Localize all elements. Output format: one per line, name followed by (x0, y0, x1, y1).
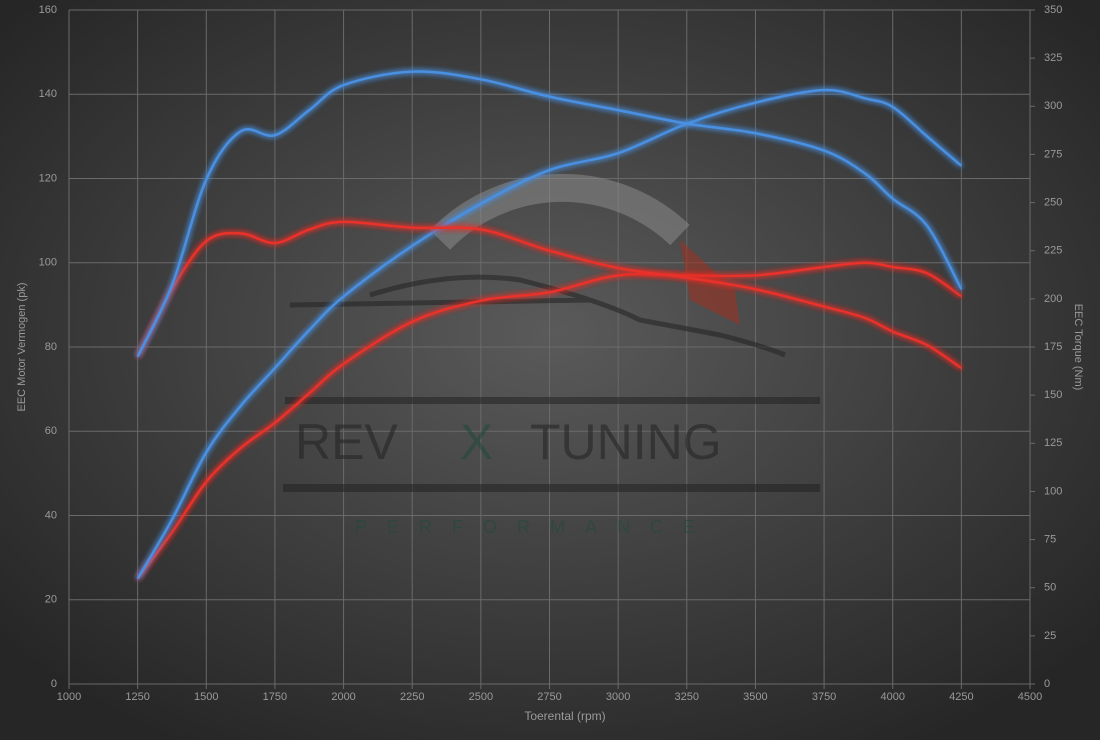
y2-tick-label: 275 (1044, 148, 1062, 160)
x-tick-label: 2000 (331, 691, 355, 703)
x-tick-label: 3000 (606, 691, 630, 703)
watermark-text: X (460, 414, 493, 470)
y2-tick-label: 75 (1044, 533, 1056, 545)
watermark-tagline: PERFORMANCE (355, 517, 715, 537)
x-tick-label: 3250 (675, 691, 699, 703)
y2-tick-label: 25 (1044, 630, 1056, 642)
series-line (136, 88, 963, 580)
y2-tick-label: 100 (1044, 485, 1062, 497)
y2-tick-label: 175 (1044, 341, 1062, 353)
y-tick-label: 20 (45, 594, 57, 606)
y-tick-label: 60 (45, 425, 57, 437)
x-tick-label: 4000 (880, 691, 904, 703)
y2-tick-label: 125 (1044, 437, 1062, 449)
watermark-text: REV (295, 414, 398, 470)
watermark-bar (283, 484, 820, 492)
y-tick-label: 0 (51, 678, 57, 690)
x-tick-label: 1250 (125, 691, 149, 703)
watermark-bar (285, 397, 820, 404)
y2-tick-label: 300 (1044, 100, 1062, 112)
y2-axis-label: EEC Torque (Nm) (1072, 304, 1084, 391)
y-tick-label: 80 (45, 341, 57, 353)
y-tick-label: 100 (39, 257, 57, 269)
watermark: REV X TUNING PERFORMANCE (283, 173, 820, 537)
y2-tick-label: 50 (1044, 582, 1056, 594)
y-tick-label: 120 (39, 172, 57, 184)
y-tick-label: 140 (39, 88, 57, 100)
y2-tick-label: 200 (1044, 293, 1062, 305)
x-tick-label: 4500 (1018, 691, 1042, 703)
y2-tick-label: 0 (1044, 678, 1050, 690)
x-tick-label: 2250 (400, 691, 424, 703)
x-tick-label: 1500 (194, 691, 218, 703)
x-tick-label: 3750 (812, 691, 836, 703)
series-line (136, 261, 963, 580)
x-tick-label: 2500 (469, 691, 493, 703)
y2-tick-label: 150 (1044, 389, 1062, 401)
series-line (136, 220, 963, 370)
y-tick-label: 160 (39, 4, 57, 16)
x-tick-label: 2750 (537, 691, 561, 703)
y2-tick-label: 350 (1044, 4, 1062, 16)
y2-tick-label: 325 (1044, 52, 1062, 64)
x-axis-label: Toerental (rpm) (524, 709, 605, 723)
y2-tick-label: 250 (1044, 196, 1062, 208)
x-tick-label: 4250 (949, 691, 973, 703)
y-tick-label: 40 (45, 509, 57, 521)
watermark-car (289, 274, 786, 358)
y-axis-label: EEC Motor Vermogen (pk) (16, 283, 28, 412)
watermark-gauge (429, 173, 690, 250)
watermark-text: TUNING (530, 414, 722, 470)
x-tick-label: 1750 (263, 691, 287, 703)
x-tick-label: 3500 (743, 691, 767, 703)
series-line (136, 70, 963, 358)
x-tick-label: 1000 (57, 691, 81, 703)
y2-tick-label: 225 (1044, 245, 1062, 257)
